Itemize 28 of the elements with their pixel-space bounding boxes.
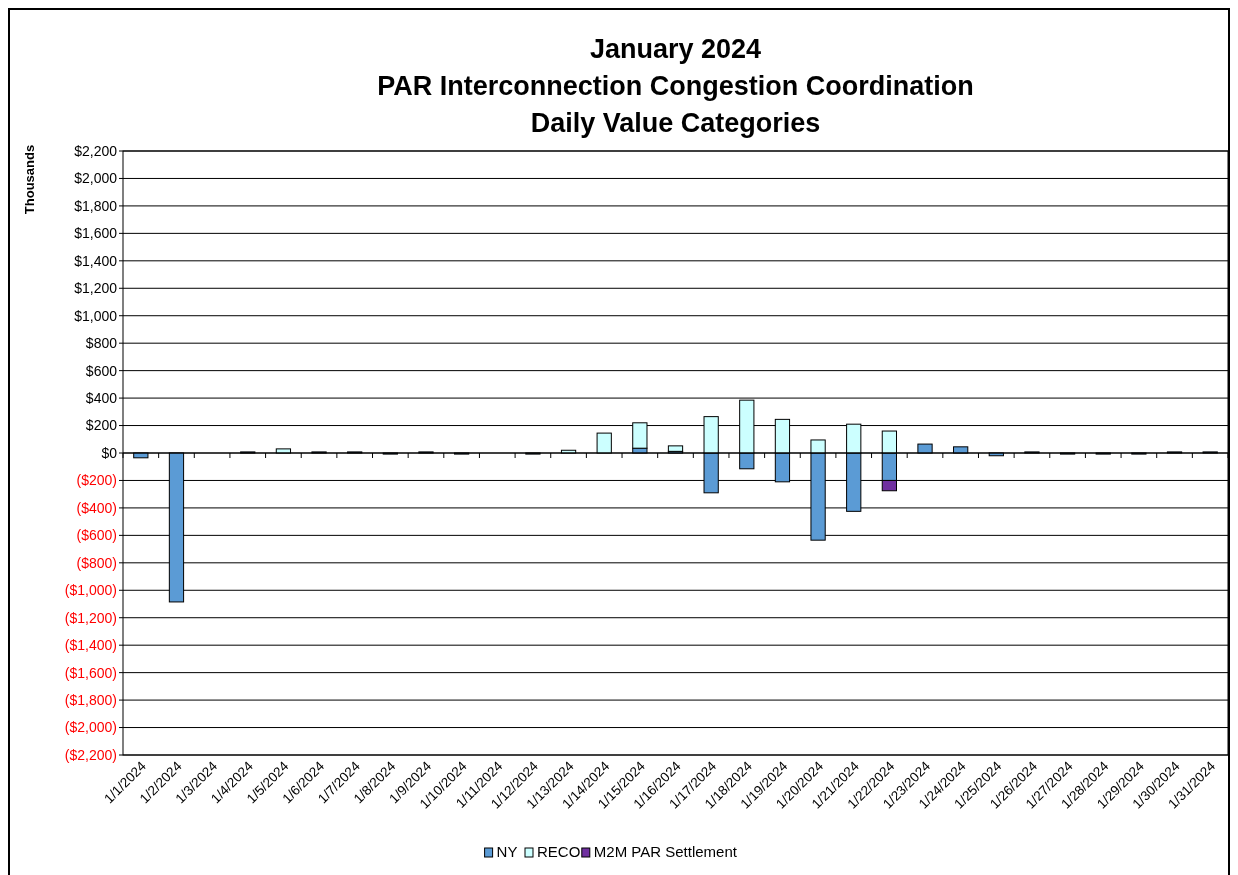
y-tick-label: $1,200 xyxy=(74,280,118,297)
chart-title: January 2024 PAR Interconnection Congestion Coordination Daily Value Categories xyxy=(377,34,974,138)
legend-label: RECO xyxy=(537,843,581,860)
y-tick-label: $2,000 xyxy=(74,170,118,187)
y-tick-label: $0 xyxy=(101,444,118,461)
y-tick-label: ($1,200) xyxy=(64,609,117,626)
y-tick-label: $800 xyxy=(85,335,118,352)
y-tick-label: $200 xyxy=(85,417,118,434)
y-tick-label: $1,800 xyxy=(74,197,118,214)
y-tick-label: ($2,000) xyxy=(64,719,117,736)
y-tick-label: ($400) xyxy=(76,499,117,516)
y-tick-label: ($2,200) xyxy=(64,746,117,763)
y-axis-title: Thousands xyxy=(22,144,37,215)
y-tick-label: $1,400 xyxy=(74,252,118,269)
y-tick-label: $400 xyxy=(85,389,118,406)
y-tick-label: $600 xyxy=(85,362,118,379)
y-tick-label: ($600) xyxy=(76,527,117,544)
y-tick-label: $1,000 xyxy=(74,307,118,324)
legend-label: NY xyxy=(496,843,518,860)
y-tick-label: ($1,800) xyxy=(64,691,117,708)
y-tick-label: ($200) xyxy=(76,472,117,489)
legend-label: M2M PAR Settlement xyxy=(593,843,738,860)
y-tick-label: ($1,400) xyxy=(64,637,117,654)
y-tick-label: ($1,000) xyxy=(64,582,117,599)
y-tick-label: $2,200 xyxy=(74,142,118,159)
y-tick-label: ($800) xyxy=(76,554,117,571)
y-tick-label: $1,600 xyxy=(74,225,118,242)
y-tick-label: ($1,600) xyxy=(64,664,117,681)
